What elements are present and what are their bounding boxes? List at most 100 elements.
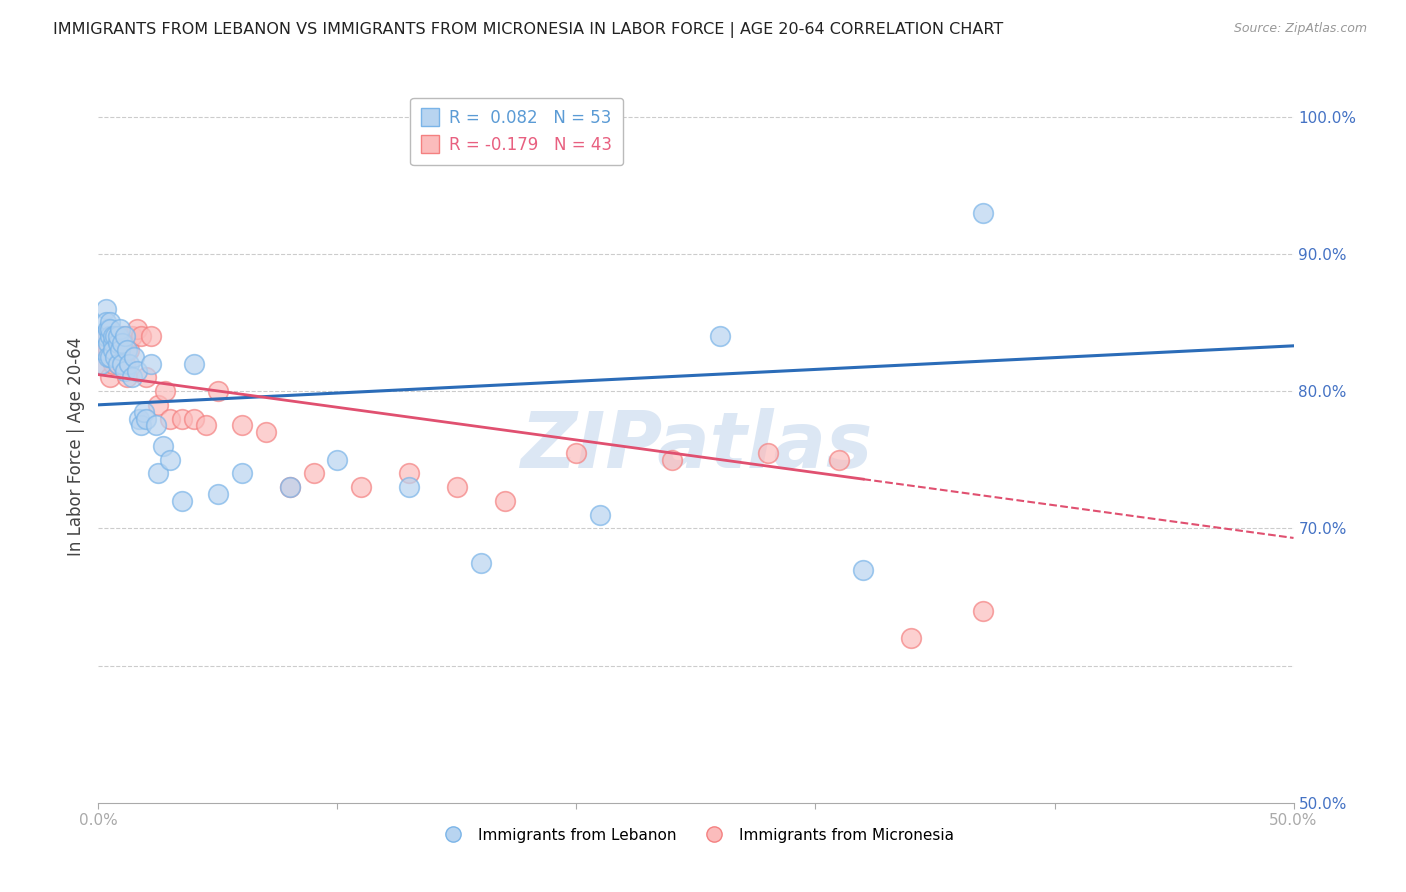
Point (155, 384, 177, 398)
Point (131, 418, 153, 433)
Point (97, 336, 120, 351)
Point (159, 411, 181, 425)
Point (98, 370, 122, 384)
Point (139, 329, 162, 343)
Point (148, 398, 170, 412)
Point (94, 316, 117, 330)
Point (108, 343, 131, 357)
Point (118, 343, 141, 357)
Point (278, 480, 301, 494)
Point (900, 631, 922, 645)
Point (114, 329, 136, 343)
Point (91, 343, 114, 357)
Point (104, 329, 127, 343)
Point (97, 350, 120, 364)
Point (589, 508, 612, 522)
Point (98, 322, 122, 336)
Point (131, 329, 153, 343)
Point (98, 316, 122, 330)
Point (114, 363, 136, 377)
Point (94, 301, 117, 316)
Point (183, 411, 205, 425)
Point (90, 357, 112, 371)
Point (152, 439, 174, 453)
Point (494, 494, 516, 508)
Point (254, 425, 277, 440)
Point (278, 480, 301, 494)
Point (125, 363, 148, 377)
Point (231, 418, 253, 433)
Point (207, 487, 229, 501)
Point (108, 343, 131, 357)
Point (104, 343, 127, 357)
Point (118, 357, 141, 371)
Point (852, 562, 875, 576)
Point (135, 370, 157, 384)
Point (98, 350, 122, 364)
Point (94, 329, 117, 343)
Point (107, 329, 129, 343)
Point (115, 370, 138, 384)
Point (972, 604, 994, 618)
Point (101, 343, 124, 357)
Point (91, 329, 114, 343)
Y-axis label: In Labor Force | Age 20-64: In Labor Force | Age 20-64 (66, 336, 84, 556)
Point (828, 452, 851, 467)
Point (302, 467, 325, 481)
Point (145, 418, 167, 433)
Point (108, 322, 131, 336)
Point (104, 350, 127, 364)
Point (98, 329, 122, 343)
Point (972, 205, 994, 219)
Text: ZIPatlas: ZIPatlas (520, 408, 872, 484)
Point (111, 329, 134, 343)
Point (446, 480, 468, 494)
Point (97, 329, 120, 343)
Point (326, 452, 349, 467)
Point (565, 446, 588, 460)
Point (195, 418, 218, 433)
Point (398, 467, 420, 481)
Point (756, 446, 779, 460)
Point (107, 357, 129, 371)
Point (114, 357, 136, 371)
Point (132, 405, 155, 419)
Point (101, 357, 124, 371)
Point (97, 322, 120, 336)
Point (107, 336, 129, 351)
Point (97, 343, 120, 357)
Point (159, 452, 181, 467)
Point (139, 357, 162, 371)
Point (148, 467, 170, 481)
Point (91, 357, 114, 371)
Point (350, 480, 373, 494)
Point (135, 411, 157, 425)
Point (709, 329, 731, 343)
Point (121, 329, 143, 343)
Point (101, 329, 124, 343)
Point (111, 357, 134, 371)
Point (207, 384, 229, 398)
Point (98, 329, 122, 343)
Point (107, 357, 129, 371)
Text: IMMIGRANTS FROM LEBANON VS IMMIGRANTS FROM MICRONESIA IN LABOR FORCE | AGE 20-64: IMMIGRANTS FROM LEBANON VS IMMIGRANTS FR… (53, 22, 1004, 38)
Point (231, 467, 253, 481)
Point (183, 357, 205, 371)
Point (94, 343, 117, 357)
Point (398, 480, 420, 494)
Point (115, 343, 138, 357)
Point (128, 411, 150, 425)
Point (107, 329, 129, 343)
Point (172, 411, 194, 425)
Point (121, 370, 143, 384)
Point (111, 336, 134, 351)
Point (470, 556, 492, 570)
Text: Source: ZipAtlas.com: Source: ZipAtlas.com (1233, 22, 1367, 36)
Point (125, 322, 148, 336)
Point (124, 350, 146, 364)
Point (172, 494, 194, 508)
Point (101, 336, 124, 351)
Legend: Immigrants from Lebanon, Immigrants from Micronesia: Immigrants from Lebanon, Immigrants from… (432, 822, 960, 848)
Point (101, 329, 124, 343)
Point (94, 329, 117, 343)
